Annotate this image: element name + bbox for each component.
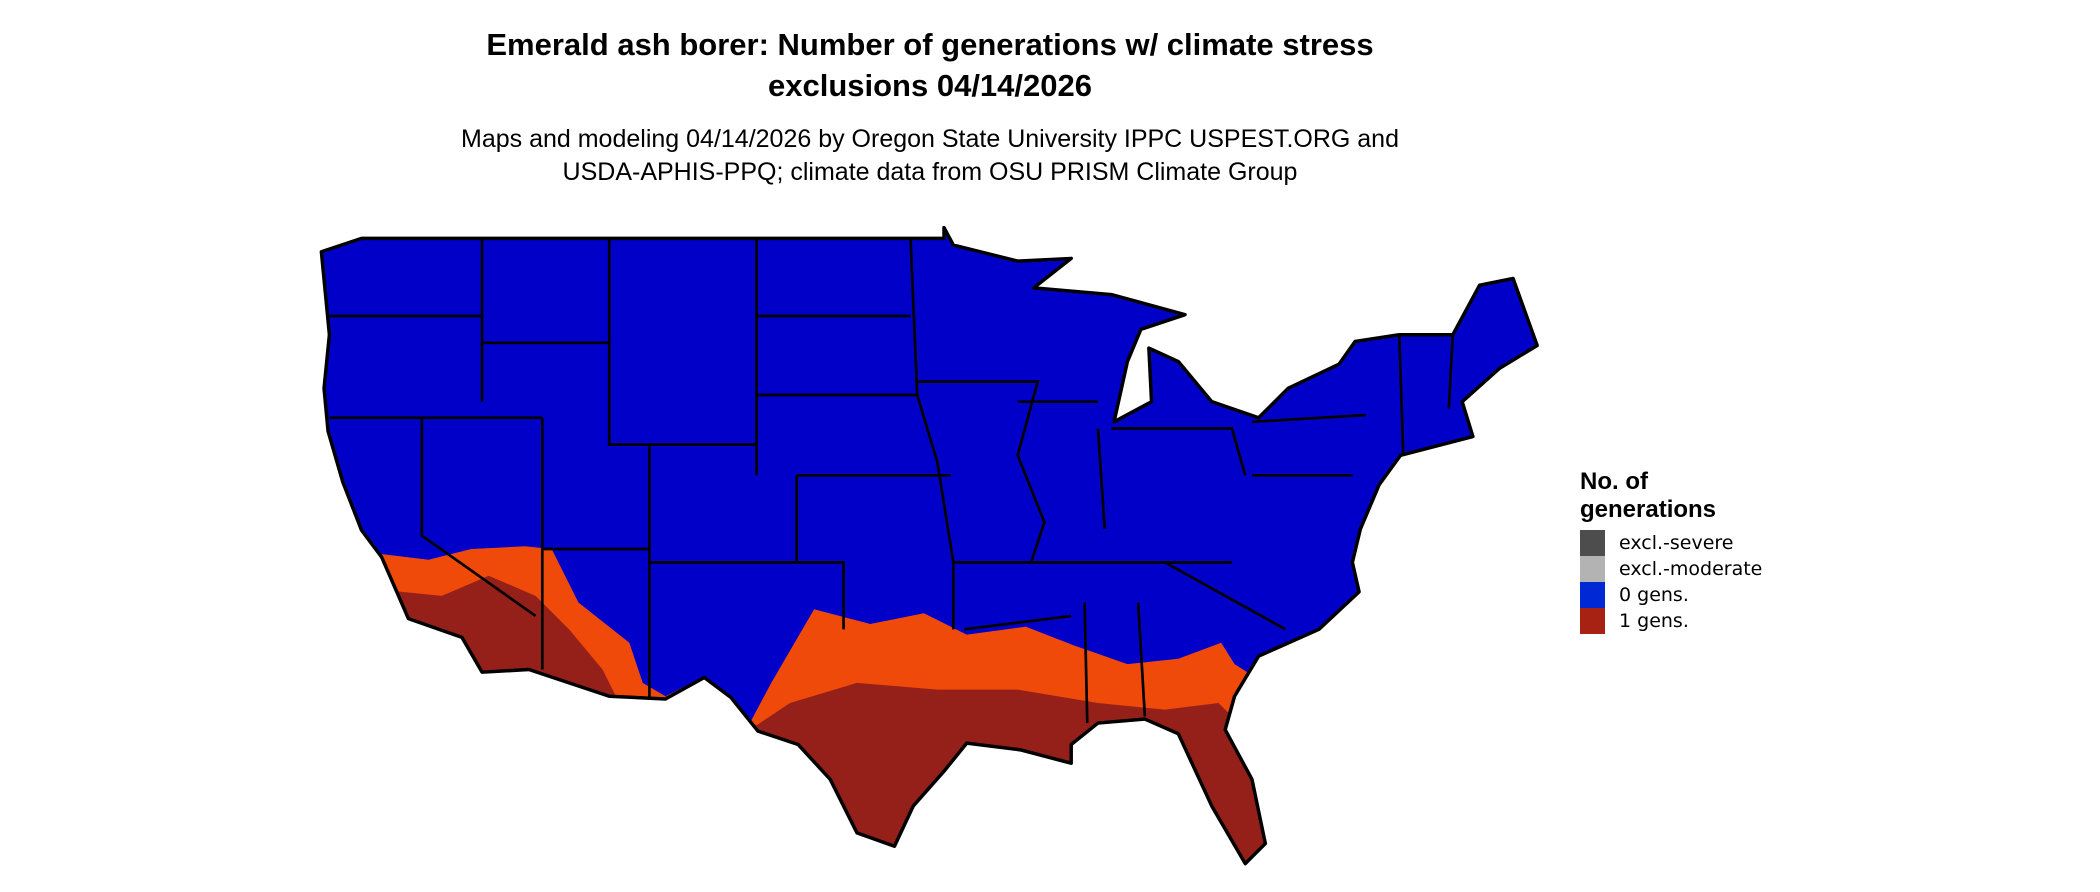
map-subtitle-line-2: USDA-APHIS-PPQ; climate data from OSU PR…: [562, 158, 1298, 186]
us-zero-gens-area: [321, 227, 1538, 864]
state-border-line: [917, 380, 1046, 563]
legend-label: excl.-moderate: [1619, 558, 1763, 580]
map-title-line-2: exclusions 04/14/2026: [767, 68, 1092, 103]
map-subtitle-line-1: Maps and modeling 04/14/2026 by Oregon S…: [461, 125, 1399, 153]
state-border-line: [963, 614, 1072, 631]
state-border-line: [482, 341, 757, 446]
legend-item-1-gens: 1 gens.: [1580, 608, 1762, 634]
legend-swatch: [1580, 608, 1605, 634]
legend-item-excl-severe: excl.-severe: [1580, 530, 1762, 556]
state-border-line: [1096, 428, 1107, 529]
legend-swatch: [1580, 556, 1605, 582]
legend-label: 1 gens.: [1619, 610, 1689, 632]
legend-item-0-gens: 0 gens.: [1580, 582, 1762, 608]
us-outline: [319, 225, 1539, 866]
state-border-line: [420, 417, 537, 618]
state-border-line: [1136, 602, 1147, 717]
legend-swatch: [1580, 530, 1605, 556]
state-border-line: [649, 561, 845, 630]
legend-label: excl.-severe: [1619, 532, 1734, 554]
map-title-line-1: Emerald ash borer: Number of generations…: [486, 27, 1374, 62]
state-border-line: [1164, 561, 1287, 631]
state-border-line: [1111, 427, 1247, 476]
legend-label: 0 gens.: [1619, 584, 1689, 606]
state-border-line: [909, 238, 955, 630]
legend-item-excl-moderate: excl.-moderate: [1580, 556, 1762, 582]
legend-swatch: [1580, 582, 1605, 608]
state-border-line: [1251, 413, 1366, 424]
legend-title-line-2: generations: [1580, 496, 1717, 523]
state-border-line: [1083, 602, 1089, 724]
state-borders: [329, 238, 1455, 724]
legend: No. of generations excl.-severe excl.-mo…: [1580, 468, 1762, 634]
legend-title-line-1: No. of: [1580, 468, 1648, 495]
state-border-line: [1447, 334, 1455, 409]
state-border-line: [1397, 334, 1405, 456]
